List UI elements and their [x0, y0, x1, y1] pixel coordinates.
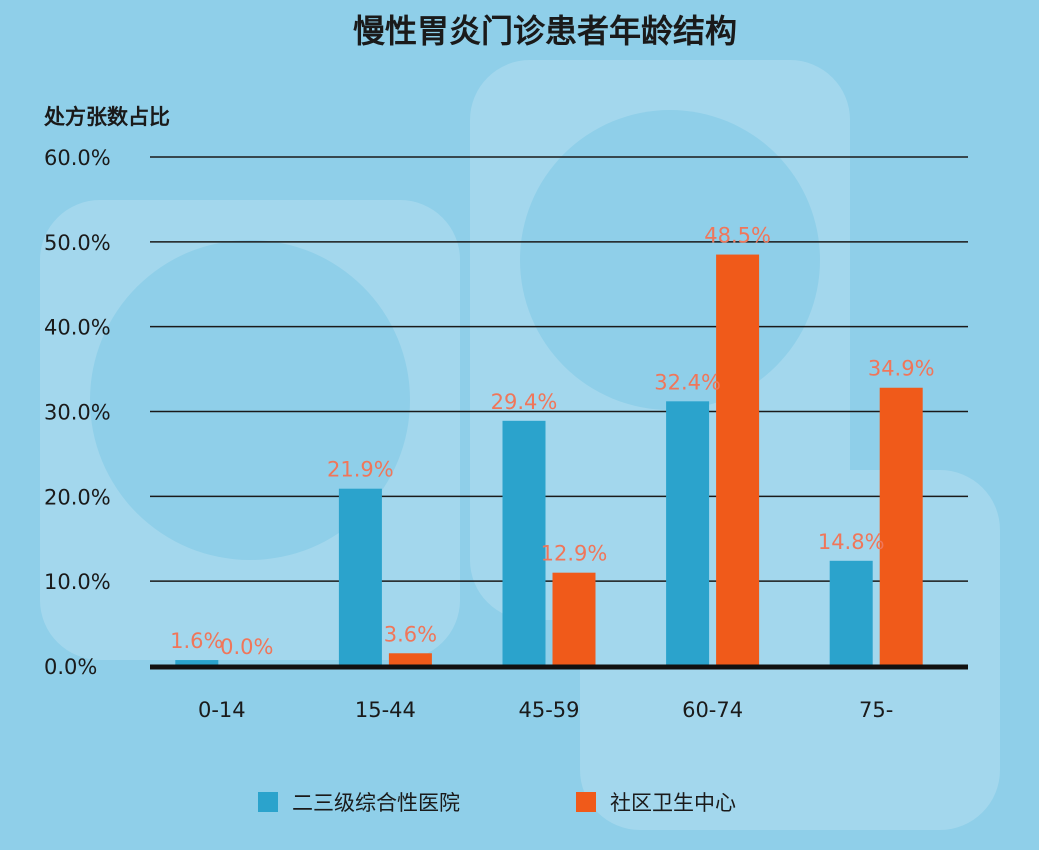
bar: [666, 401, 710, 666]
y-tick-labels: 0.0% 10.0% 20.0% 30.0% 40.0% 50.0% 60.0%: [44, 146, 111, 679]
data-label: 3.6%: [384, 622, 437, 646]
y-axis-label: 处方张数占比: [43, 105, 170, 129]
chart-title: 慢性胃炎门诊患者年龄结构: [353, 12, 737, 50]
x-tick-label: 45-59: [518, 698, 579, 722]
y-tick-label: 0.0%: [44, 655, 97, 679]
y-tick-label: 60.0%: [44, 146, 111, 170]
data-label: 32.4%: [654, 370, 721, 394]
y-tick-label: 10.0%: [44, 570, 111, 594]
y-tick-label: 20.0%: [44, 485, 111, 509]
bars: [175, 254, 923, 666]
legend: 二三级综合性医院 社区卫生中心: [258, 791, 736, 815]
data-labels: 1.6%0.0% 21.9% 3.6% 29.4% 12.9% 32.4% 48.5% 14.…: [170, 224, 934, 659]
y-tick-label: 50.0%: [44, 231, 111, 255]
x-tick-label: 15-44: [355, 698, 416, 722]
legend-swatch: [576, 792, 596, 812]
x-tick-label: 60-74: [682, 698, 743, 722]
legend-label: 社区卫生中心: [610, 791, 736, 815]
data-label: 14.8%: [818, 530, 885, 554]
bar: [175, 660, 219, 666]
x-tick-labels: 0-14 15-44 45-59 60-74 75-: [198, 698, 893, 722]
bar: [879, 387, 923, 666]
bar: [552, 572, 596, 666]
bar: [388, 653, 432, 666]
bar: [338, 488, 382, 666]
bar: [716, 254, 760, 666]
legend-label: 二三级综合性医院: [292, 791, 460, 815]
x-tick-label: 75-: [859, 698, 893, 722]
data-label: 34.9%: [868, 357, 935, 381]
bar: [829, 560, 873, 666]
data-label: 12.9%: [541, 542, 608, 566]
bar: [502, 420, 546, 666]
grid-lines: [150, 156, 968, 582]
data-label: 21.9%: [327, 458, 394, 482]
x-tick-label: 0-14: [198, 698, 246, 722]
data-label: 48.5%: [704, 224, 771, 248]
background-watermark: [40, 60, 1000, 830]
data-label: 1.6%: [170, 629, 223, 653]
y-tick-label: 40.0%: [44, 316, 111, 340]
data-label: 29.4%: [491, 390, 558, 414]
y-tick-label: 30.0%: [44, 401, 111, 425]
legend-swatch: [258, 792, 278, 812]
data-label: 0.0%: [220, 635, 273, 659]
